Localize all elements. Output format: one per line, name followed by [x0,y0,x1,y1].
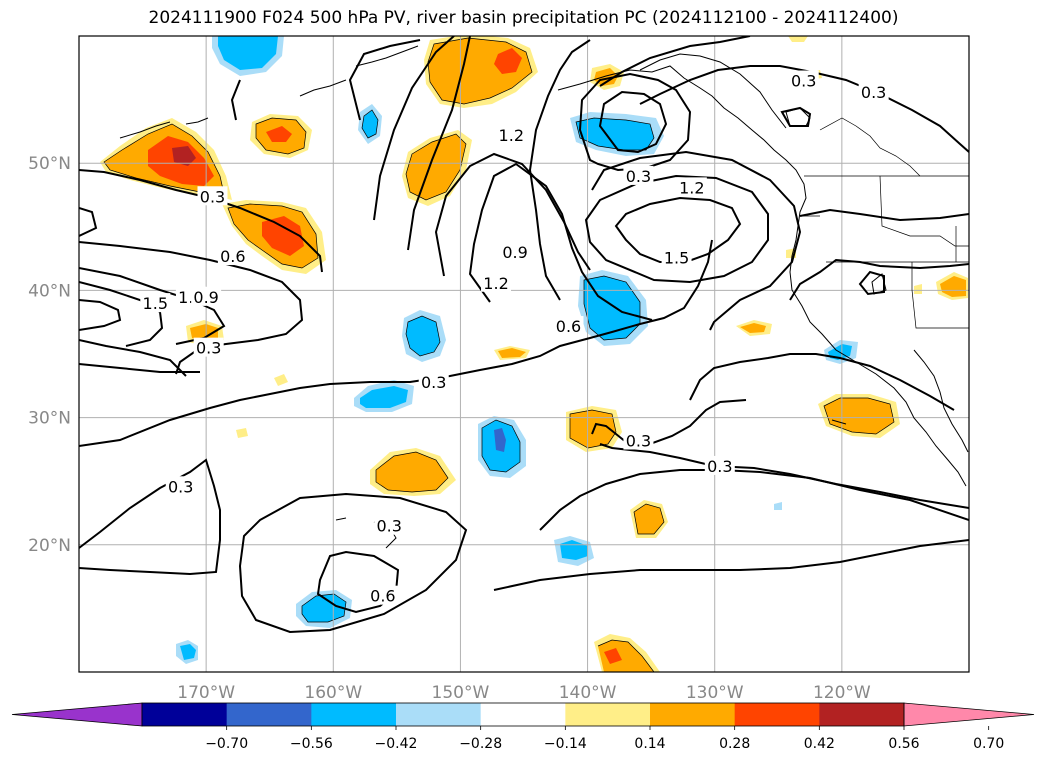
colorbar-swatch [565,703,651,726]
contour-label-bg [217,246,248,266]
contour-label: 1.2 [679,178,704,197]
contour-label-bg [623,430,654,450]
colorbar-swatch [226,703,312,726]
colorbar-swatch [480,703,566,726]
contour-label: 0.3 [377,517,402,536]
contour-label: 0.9 [502,243,527,262]
lon-tick-label: 150°W [432,683,490,703]
contour-label: 0.3 [791,72,816,91]
colorbar-tick-label: 0.56 [888,736,919,752]
contour-label-bg [500,242,531,262]
longitude-labels: 170°W 160°W 150°W 140°W 130°W 120°W [177,683,871,703]
colorbar-tick-label: −0.70 [205,736,248,752]
colorbar-tick-label: 0.14 [634,736,665,752]
colorbar-swatch [311,703,397,726]
contour-label: 0.9 [193,288,218,307]
contour-label-bg [496,125,527,145]
contour-label-bg [140,293,171,313]
colorbar-tick-label: −0.42 [375,736,418,752]
contour-label-bg [367,585,398,605]
contour-label-bg [197,186,228,206]
contour-label-bg [191,286,222,306]
lat-tick-label: 50°N [28,154,71,174]
contour-label: 0.3 [626,167,651,186]
contour-label-bg [623,165,654,185]
colorbar-swatch [650,703,736,726]
colorbar-tick-label: 0.42 [804,736,835,752]
colorbar-tick-label: −0.14 [544,736,587,752]
plot-frame [78,35,970,673]
contour-labels: 1.20.30.30.31.21.50.91.20.60.30.61.5 1.20… [140,70,889,606]
latitude-labels: 20°N 30°N 40°N 50°N [28,154,71,556]
contour-label: 0.3 [200,187,225,206]
colorbar-swatch [396,703,482,726]
contour-label: 0.6 [370,587,395,606]
lat-tick-label: 40°N [28,281,71,301]
colorbar-extend-high [903,702,1035,727]
contour-label-bg [553,316,584,336]
contour-label-bg [661,247,692,267]
colorbar-tick-label: −0.28 [459,736,502,752]
contour-label-bg [374,515,405,535]
contour-label-bg [165,476,196,496]
contour-label: 0.3 [421,373,446,392]
colorbar-tick-label: 0.70 [973,736,1004,752]
contour-label: 0.3 [196,339,221,358]
lon-tick-label: 140°W [559,683,617,703]
lon-tick-label: 120°W [813,683,871,703]
colorbar-swatch [734,703,820,726]
lat-tick-label: 30°N [28,409,71,429]
contour-label: 0.3 [861,83,886,102]
contour-label: 0.3 [626,431,651,450]
lon-tick-label: 160°W [304,683,362,703]
contour-label: 1.5 [664,248,689,267]
contour-label-bg [788,70,819,90]
colorbar-extend-low [11,702,143,727]
contour-label: 0.3 [707,457,732,476]
colorbar-tick-label: −0.56 [290,736,333,752]
colorbar-swatch [142,703,228,726]
contour-label: 0.6 [220,247,245,266]
shading-outlines [103,37,895,672]
lon-tick-label: 170°W [177,683,235,703]
contour-label: 1.2 [499,126,524,145]
contour-label: 0.3 [168,477,193,496]
contour-label-bg [193,337,224,357]
lon-tick-label: 130°W [686,683,744,703]
contour-label: 0.6 [556,317,581,336]
contour-label-bg [704,455,735,475]
contour-label-bg [481,272,512,292]
contour-label-bg [858,81,889,101]
map-title: 2024111900 F024 500 hPa PV, river basin … [148,8,899,28]
contour-label-bg [676,177,707,197]
colorbar-tick-label: 0.28 [719,736,750,752]
colorbar: −0.70 −0.56 −0.42 −0.28 −0.14 0.14 0.28 0.42 0.5… [11,702,1035,752]
contour-label: 1.5 [143,294,168,313]
colorbar-frame [141,702,905,727]
colorbar-swatch [819,703,905,726]
contour-label: 1.2 [483,274,508,293]
lat-tick-label: 20°N [28,536,71,556]
contour-label-bg [418,371,449,391]
